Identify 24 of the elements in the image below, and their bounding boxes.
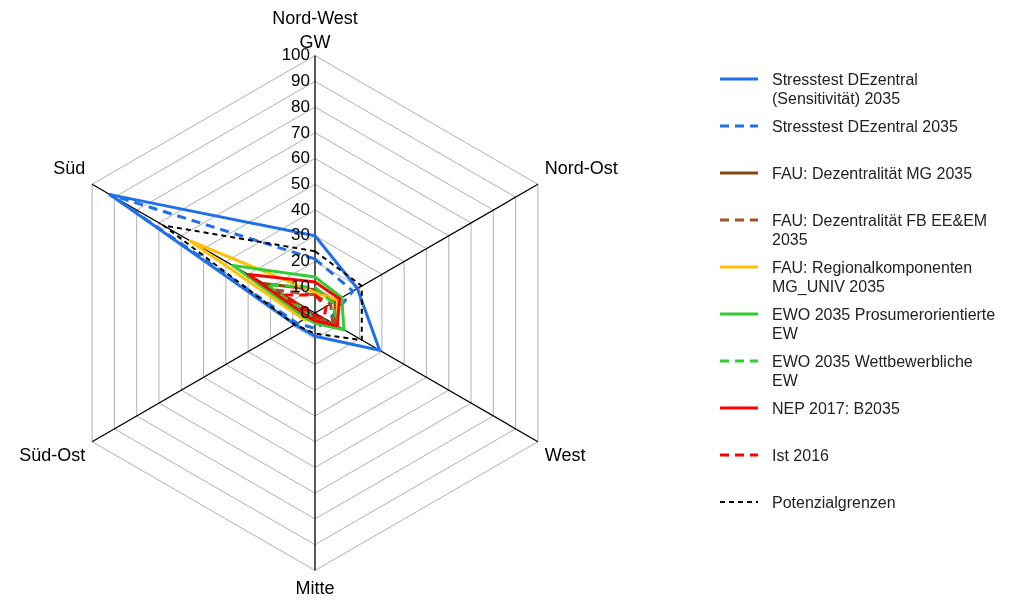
spoke-label: Süd (53, 158, 86, 179)
y-tick-label: 50 (291, 173, 310, 193)
spoke-label: Nord-West (272, 7, 358, 28)
spoke-label: West (544, 445, 586, 466)
legend-label: EWO 2035 Prosumerorientierte EW (772, 305, 997, 343)
y-tick-label: 20 (291, 251, 310, 271)
legend-label: FAU: Regionalkomponenten MG_UNIV 2035 (772, 258, 974, 296)
legend-label: FAU: Dezentralität FB EE&EM 2035 (772, 211, 989, 249)
y-tick-label: 40 (291, 199, 310, 219)
legend-label: Potenzialgrenzen (772, 493, 897, 512)
y-tick-label: 60 (291, 148, 310, 168)
y-tick-label: 80 (291, 96, 310, 116)
spoke-label: Mitte (295, 578, 335, 599)
spoke-label: Süd-Ost (19, 445, 86, 466)
y-tick-label: 10 (291, 276, 310, 296)
y-tick-label: 70 (291, 122, 310, 142)
spoke-label: Nord-Ost (544, 158, 618, 179)
legend-label: NEP 2017: B2035 (772, 399, 901, 418)
legend-label: Ist 2016 (772, 446, 830, 465)
legend-label: FAU: Dezentralität MG 2035 (772, 164, 974, 183)
y-tick-label: 90 (291, 71, 310, 91)
legend-label: Stresstest DEzentral 2035 (772, 117, 959, 136)
legend-label: EWO 2035 Wettbewerbliche EW (772, 352, 974, 390)
legend-label: Stresstest DEzentral (Sensitivität) 2035 (772, 70, 919, 108)
